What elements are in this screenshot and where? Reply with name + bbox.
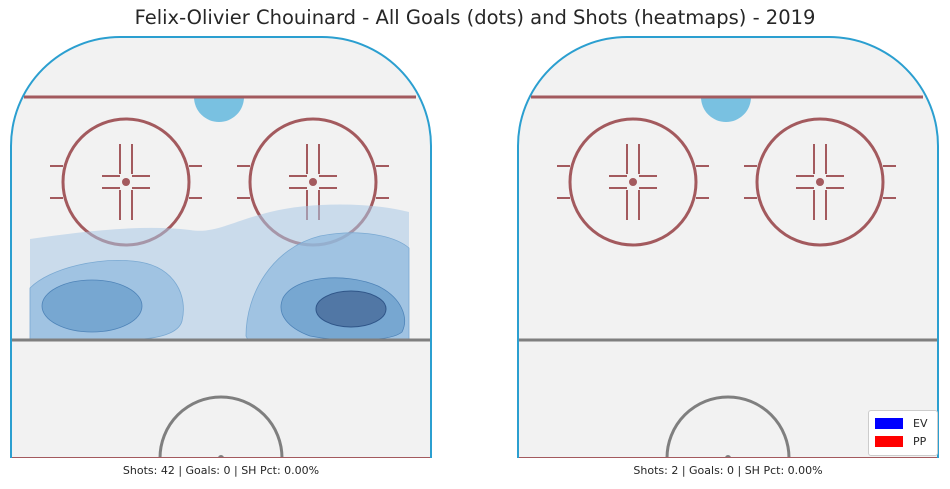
center-circle xyxy=(665,395,791,458)
chart-title: Felix-Olivier Chouinard - All Goals (dot… xyxy=(134,6,816,29)
caption-left: Shots: 42 | Goals: 0 | SH Pct: 0.00% xyxy=(122,464,320,477)
rink-left xyxy=(10,36,432,458)
heat-level-3a xyxy=(41,279,143,333)
legend-swatch-ev xyxy=(875,418,903,429)
faceoff-dot-left xyxy=(629,178,637,186)
faceoff-dot-right xyxy=(309,178,317,186)
center-dot xyxy=(725,455,731,458)
legend-label-ev: EV xyxy=(913,417,928,430)
heat-level-4 xyxy=(315,290,387,328)
shot-heatmap xyxy=(29,204,410,341)
faceoff-circle-right xyxy=(744,117,896,247)
faceoff-circle-left xyxy=(557,117,709,247)
center-dot xyxy=(218,455,224,458)
legend-label-pp: PP xyxy=(913,435,927,448)
legend-swatch-pp xyxy=(875,436,903,447)
boards xyxy=(10,36,432,458)
ice-surface xyxy=(518,37,938,458)
goal-crease xyxy=(701,97,751,122)
rink-right xyxy=(517,36,939,458)
legend: EV PP xyxy=(868,410,938,456)
faceoff-dot-left xyxy=(122,178,130,186)
faceoff-dot-right xyxy=(816,178,824,186)
center-circle xyxy=(158,395,284,458)
boards xyxy=(517,36,939,458)
goal-crease xyxy=(194,97,244,122)
caption-right: Shots: 2 | Goals: 0 | SH Pct: 0.00% xyxy=(633,464,823,477)
